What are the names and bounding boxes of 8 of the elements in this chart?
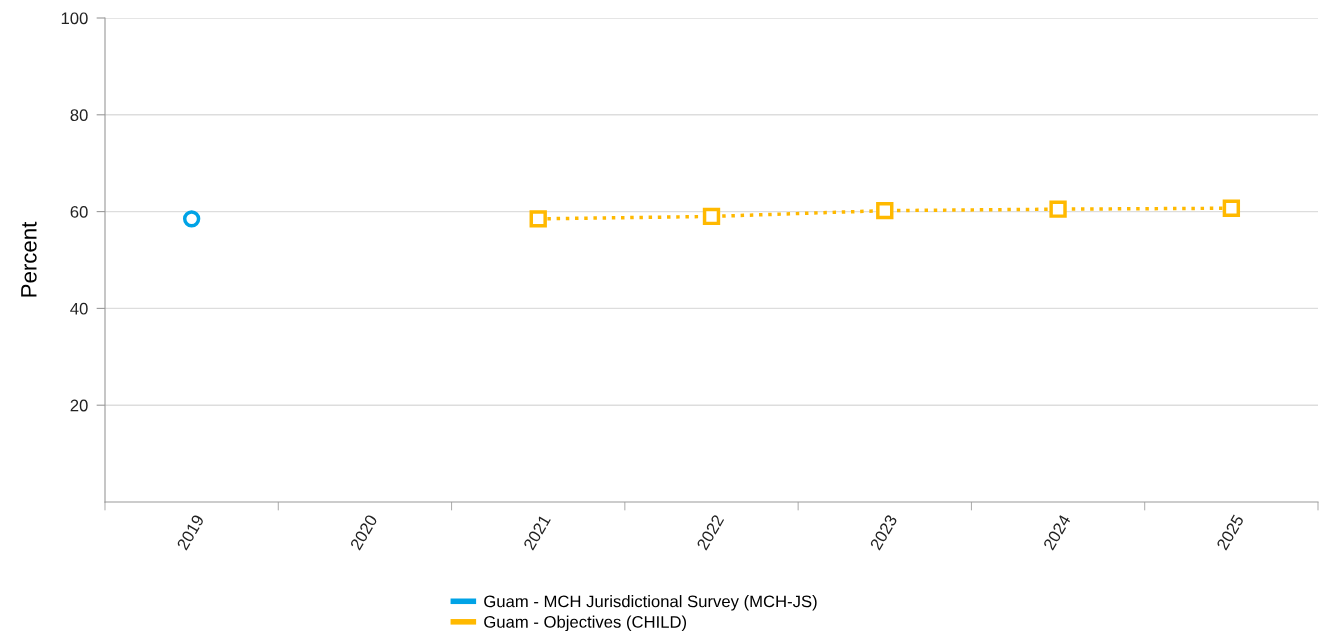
legend-label: Guam - MCH Jurisdictional Survey (MCH-JS)	[484, 595, 817, 611]
y-tick-label: 80	[70, 109, 88, 121]
y-tick-label: 20	[70, 399, 88, 412]
y-axis-title: Percent	[21, 221, 37, 297]
y-tick-label: 40	[70, 302, 88, 315]
legend-label: Guam - Objectives (CHILD)	[484, 615, 687, 632]
y-tick-label: 100	[61, 12, 88, 25]
y-tick-label: 60	[70, 206, 88, 218]
